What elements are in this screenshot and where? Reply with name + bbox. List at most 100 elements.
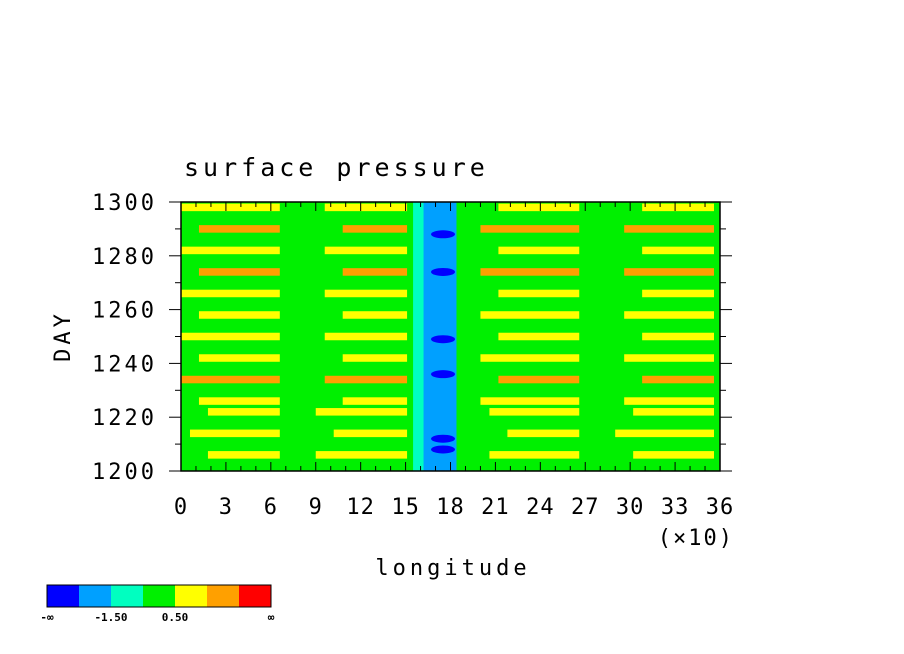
heatmap-cell [324,418,408,427]
heatmap-cell [633,321,714,330]
heatmap-cell [189,386,280,395]
heatmap-cell [315,278,408,287]
heatmap-cell [189,343,280,352]
heatmap-cell [507,429,580,438]
heatmap-cell [342,440,408,448]
colorbar-label: 0.50 [162,611,189,624]
heatmap-cell [642,461,714,470]
y-tick-label: 1300 [92,191,157,216]
heatmap-cell [489,278,580,287]
heatmap-cell [333,343,408,352]
heatmap-cell [342,268,408,276]
heatmap-cell [489,365,580,373]
heatmap-cell [489,451,580,459]
heatmap-cell [489,235,580,244]
heatmap-cell [480,225,580,233]
x-tick-label: 9 [309,495,323,520]
heatmap-cell [189,429,280,438]
heatmap-cell [324,246,408,255]
heatmap-cell [207,321,280,330]
x-tick-label: 3 [219,495,233,520]
heatmap-cell [342,311,408,319]
heatmap-cell [198,354,280,362]
heatmap-cell [507,257,580,265]
heatmap-cell [198,311,280,319]
trough-minimum [431,434,456,443]
heatmap-cell [207,365,280,373]
heatmap-cell [480,440,580,448]
colorbar-label: -∞ [40,611,54,624]
heatmap-cell [642,375,714,384]
heatmap-cell [189,257,280,265]
heatmap-cell [342,225,408,233]
x-tick-label: 0 [174,495,188,520]
y-tick-label: 1240 [92,352,157,377]
x-tick-label: 21 [481,495,510,520]
heatmap-cell [615,429,714,438]
heatmap-cell [615,343,714,352]
heatmap-cell [624,354,714,362]
heatmap-cell [342,354,408,362]
x-tick-label: 12 [346,495,375,520]
x-tick-label: 6 [264,495,278,520]
heatmap-cell [333,257,408,265]
heatmap-cell [181,461,280,470]
y-tick-label: 1200 [92,460,157,485]
heatmap-cell [324,289,408,298]
y-tick-label: 1280 [92,245,157,270]
trough-minimum [431,230,456,239]
heatmap-cell [207,408,280,416]
y-axis-label: DAY [51,310,76,362]
heatmap-cell [181,246,280,255]
heatmap-cell [624,440,714,448]
heatmap-cell [615,257,714,265]
heatmap-cell [181,203,280,212]
trough-minimum [431,445,456,454]
heatmap-cell [642,332,714,341]
heatmap-cell [615,386,714,395]
heatmap-cell [633,365,714,373]
heatmap-cell [498,375,580,384]
x-scale-note: (×10) [658,526,734,551]
colorbar-frame [46,584,272,608]
heatmap-cell [315,321,408,330]
heatmap-cell [489,321,580,330]
x-tick-label: 18 [436,495,465,520]
heatmap-cell [498,418,580,427]
colorbar-swatch [143,585,175,607]
heatmap-cell [198,225,280,233]
heatmap-cell [633,278,714,287]
heatmap-cell [315,408,408,416]
colorbar-swatch [207,585,239,607]
heatmap-cell [498,246,580,255]
x-tick-label: 36 [706,495,735,520]
colorbar-swatch [175,585,207,607]
heatmap-cell [181,418,280,427]
heatmap-cell [615,300,714,308]
heatmap-cell [498,461,580,470]
heatmap-cell [324,375,408,384]
heatmap-cell [624,268,714,276]
heatmap-cell [333,300,408,308]
heatmap-cell [189,214,280,222]
heatmap-field [181,202,720,471]
heatmap-cell [333,386,408,395]
heatmap-cell [624,397,714,405]
trough-minimum [431,335,456,344]
x-axis-label: longitude [375,556,530,581]
colorbar-swatch [47,585,79,607]
x-tick-label: 24 [526,495,555,520]
heatmap-cell [498,203,580,212]
heatmap-cell [315,235,408,244]
colorbar [46,584,272,608]
heatmap-cell [324,332,408,341]
heatmap-cell [507,343,580,352]
heatmap-cell [333,214,408,222]
heatmap-cell [642,418,714,427]
axis-ticks [169,201,732,472]
heatmap-cell [642,246,714,255]
x-tick-labels: 0 3 6 9 12 15 18 21 24 27 30 33 36 [174,495,735,520]
colorbar-label: -1.50 [94,611,127,624]
heatmap-cell [633,408,714,416]
